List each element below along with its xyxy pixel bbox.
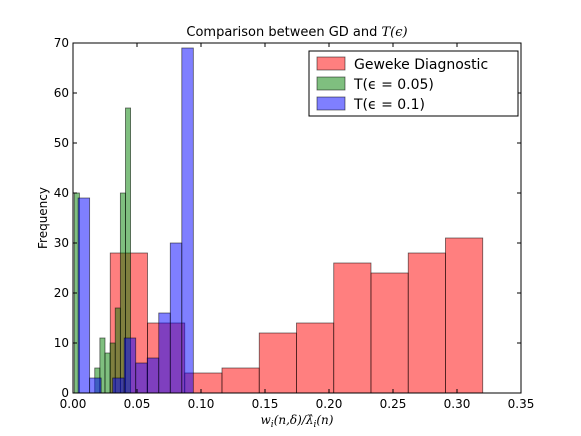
x-tick-label: 0.20 xyxy=(316,397,343,411)
histogram-bar xyxy=(135,362,148,394)
y-axis-label: Frequency xyxy=(36,187,50,249)
chart-title-text: Comparison between GD and xyxy=(186,25,381,40)
ticks-layer: 0.00 0.05 0.10 0.15 0.20 0.25 0.30 0.35 0 10 20 30 4… xyxy=(54,36,535,411)
bars-layer xyxy=(73,47,484,394)
series-3 xyxy=(77,47,194,394)
plot-frame xyxy=(72,42,522,394)
x-tick-label: 0.25 xyxy=(380,397,407,411)
x-tick-label: 0.15 xyxy=(252,397,279,411)
histogram-bar xyxy=(158,312,171,394)
histogram-bar xyxy=(112,377,125,394)
x-axis-label: wi(n,δ)/λ̂i(n) xyxy=(261,413,334,430)
y-tick-label: 10 xyxy=(54,336,69,350)
y-tick-label: 50 xyxy=(54,136,69,150)
histogram-bar xyxy=(258,332,297,394)
histogram-bar xyxy=(181,47,194,394)
histogram-bar xyxy=(146,357,160,394)
histogram-bar xyxy=(445,237,484,394)
y-tick-label: 30 xyxy=(54,236,69,250)
x-tick-label: 0.35 xyxy=(508,397,535,411)
chart-title-math: T(ϵ) xyxy=(382,25,408,40)
histogram-bar xyxy=(104,352,111,394)
histogram-bar xyxy=(169,242,183,394)
x-tick-label: 0.30 xyxy=(444,397,471,411)
histogram-bar xyxy=(407,252,446,394)
x-tick-label: 0.05 xyxy=(124,397,151,411)
legend-swatch xyxy=(316,56,346,71)
histogram-bar xyxy=(89,377,102,394)
histogram-bar xyxy=(77,197,91,394)
histogram-bar xyxy=(333,262,372,394)
chart-title: Comparison between GD and T(ϵ) xyxy=(186,25,407,40)
y-tick-label: 60 xyxy=(54,86,69,100)
legend-swatch xyxy=(316,96,346,111)
y-tick-label: 40 xyxy=(54,186,69,200)
y-tick-label: 70 xyxy=(54,36,69,50)
x-tick-label: 0.00 xyxy=(60,397,87,411)
histogram-bar xyxy=(370,272,409,394)
y-tick-label: 20 xyxy=(54,286,69,300)
legend-label: T(ϵ = 0.05) xyxy=(353,77,434,93)
legend: Geweke Diagnostic T(ϵ = 0.05) T(ϵ = 0.1) xyxy=(308,50,519,117)
histogram-bar xyxy=(221,367,260,394)
histogram-bar xyxy=(296,322,335,394)
histogram-bar xyxy=(123,337,137,394)
legend-label: T(ϵ = 0.1) xyxy=(353,97,425,113)
legend-label: Geweke Diagnostic xyxy=(354,57,488,73)
x-tick-label: 0.10 xyxy=(188,397,215,411)
legend-swatch xyxy=(316,76,346,91)
y-tick-label: 0 xyxy=(61,386,69,400)
